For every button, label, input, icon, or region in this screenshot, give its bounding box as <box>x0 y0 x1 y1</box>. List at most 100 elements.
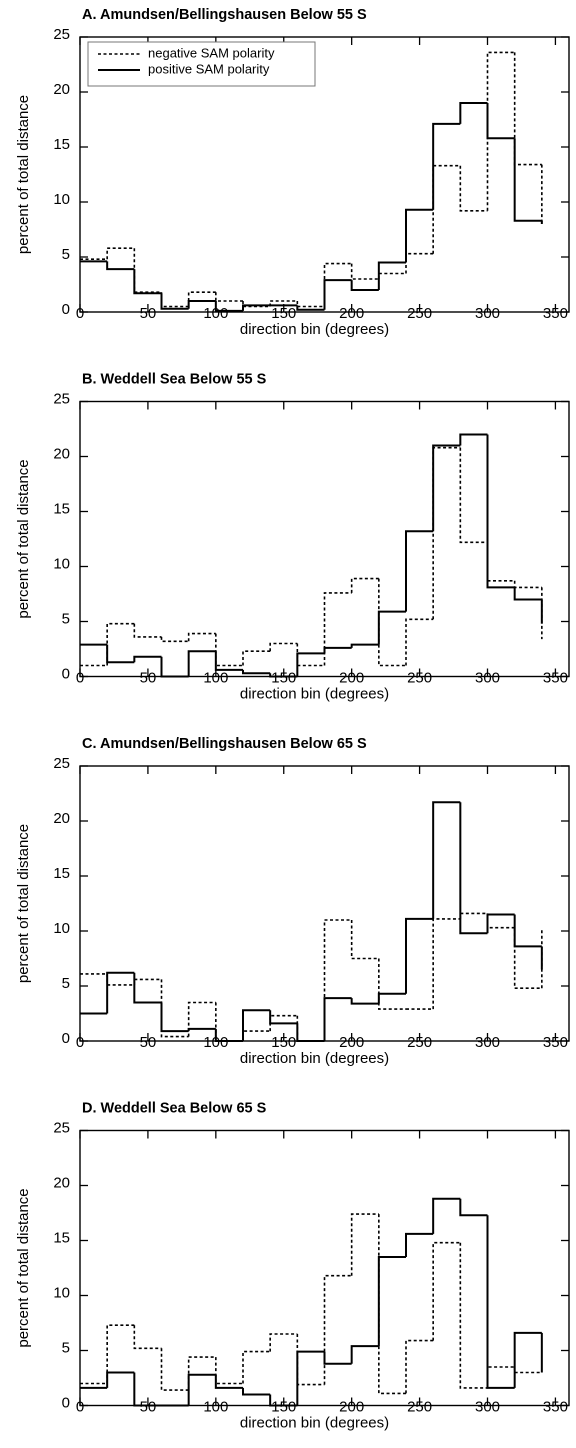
step-segment <box>377 261 406 290</box>
step-segment <box>323 592 352 666</box>
x-tick-label: 250 <box>407 1034 432 1051</box>
step-segment <box>459 1242 488 1389</box>
step-segment <box>378 578 406 667</box>
step-segment <box>296 643 325 667</box>
step-segment <box>296 1023 325 1042</box>
step-segment <box>378 958 406 1010</box>
step-segment <box>513 1331 542 1388</box>
step-segment <box>513 587 542 601</box>
step-segment <box>350 280 379 291</box>
step-segment <box>215 633 243 667</box>
x-tick-label: 150 <box>271 1398 296 1415</box>
step-segment <box>106 1371 135 1388</box>
step-segment <box>106 973 135 986</box>
step-segment <box>133 972 162 1004</box>
step-segment <box>323 279 352 310</box>
step-segment <box>106 1324 135 1384</box>
y-tick-label: 0 <box>62 301 70 318</box>
y-tick-label: 0 <box>62 1394 70 1411</box>
step-segment <box>242 1387 271 1396</box>
step-segment <box>486 434 515 589</box>
x-tick-label: 250 <box>407 1398 432 1415</box>
chart-title: D. Weddell Sea Below 65 S <box>82 1100 267 1116</box>
step-segment <box>133 623 162 638</box>
step-segment <box>323 646 352 654</box>
step-segment <box>187 1356 216 1391</box>
step-segment <box>432 801 461 919</box>
step-segment <box>486 542 515 582</box>
step-segment <box>432 1197 461 1234</box>
step-segment <box>432 444 461 532</box>
x-axis-label: direction bin (degrees) <box>240 321 389 338</box>
x-tick-label: 100 <box>203 305 228 322</box>
step-segment <box>350 920 379 960</box>
step-segment <box>242 669 271 675</box>
step-segment <box>296 1350 325 1406</box>
step-segment <box>405 917 434 994</box>
x-tick-label: 200 <box>339 1398 364 1415</box>
step-segment <box>513 580 542 589</box>
step-segment <box>486 1366 515 1388</box>
step-segment <box>405 252 434 274</box>
step-segment <box>350 1213 379 1276</box>
step-segment <box>133 978 162 985</box>
step-segment <box>377 1256 406 1347</box>
x-tick-label: 0 <box>76 1398 84 1415</box>
step-segment <box>405 1232 434 1257</box>
step-segment <box>405 208 434 263</box>
step-segment <box>459 802 488 935</box>
step-segment <box>513 914 542 948</box>
x-tick-label: 100 <box>203 1034 228 1051</box>
step-segment <box>350 263 379 280</box>
step-segment <box>187 1001 216 1037</box>
step-segment <box>377 610 406 645</box>
step-segment <box>269 1010 298 1025</box>
y-tick-label: 15 <box>53 865 70 882</box>
x-axis-label: direction bin (degrees) <box>240 685 389 702</box>
x-tick-label: 200 <box>339 669 364 686</box>
step-segment <box>106 261 135 271</box>
step-segment <box>214 301 243 312</box>
x-tick-label: 300 <box>475 669 500 686</box>
step-segment <box>459 1198 488 1217</box>
step-segment <box>432 918 461 1010</box>
y-tick-label: 10 <box>53 1284 70 1301</box>
y-axis-label: percent of total distance <box>15 824 32 983</box>
step-segment <box>486 913 515 934</box>
step-segment <box>405 530 434 612</box>
step-segment <box>269 1014 298 1032</box>
step-segment <box>378 1214 406 1395</box>
x-tick-label: 150 <box>271 305 296 322</box>
step-segment <box>513 927 542 989</box>
step-segment <box>133 1325 162 1350</box>
step-segment <box>350 998 379 1005</box>
x-tick-label: 150 <box>271 669 296 686</box>
chart-title: B. Weddell Sea Below 55 S <box>82 371 267 387</box>
y-tick-label: 10 <box>53 191 70 208</box>
step-segment <box>323 997 352 1041</box>
step-segment <box>269 1333 298 1352</box>
step-segment <box>133 248 162 293</box>
x-tick-label: 0 <box>76 1034 84 1051</box>
legend-label: negative SAM polarity <box>148 45 275 60</box>
y-tick-label: 5 <box>62 246 70 263</box>
y-tick-label: 25 <box>53 755 70 772</box>
step-segment <box>187 300 216 309</box>
y-axis-label: percent of total distance <box>15 95 32 254</box>
y-tick-label: 0 <box>62 1030 70 1047</box>
step-segment <box>432 122 461 210</box>
y-tick-label: 20 <box>53 445 70 462</box>
plot-frame <box>79 400 570 678</box>
y-tick-label: 0 <box>62 665 70 682</box>
step-segment <box>350 643 379 648</box>
step-segment <box>323 1351 352 1365</box>
step-segment <box>486 103 515 140</box>
step-segment <box>350 577 379 593</box>
step-segment <box>459 433 488 446</box>
step-segment <box>242 1350 271 1384</box>
step-segment <box>242 650 271 666</box>
x-tick-label: 350 <box>543 1398 568 1415</box>
step-segment <box>242 1030 271 1041</box>
step-segment <box>106 622 135 666</box>
